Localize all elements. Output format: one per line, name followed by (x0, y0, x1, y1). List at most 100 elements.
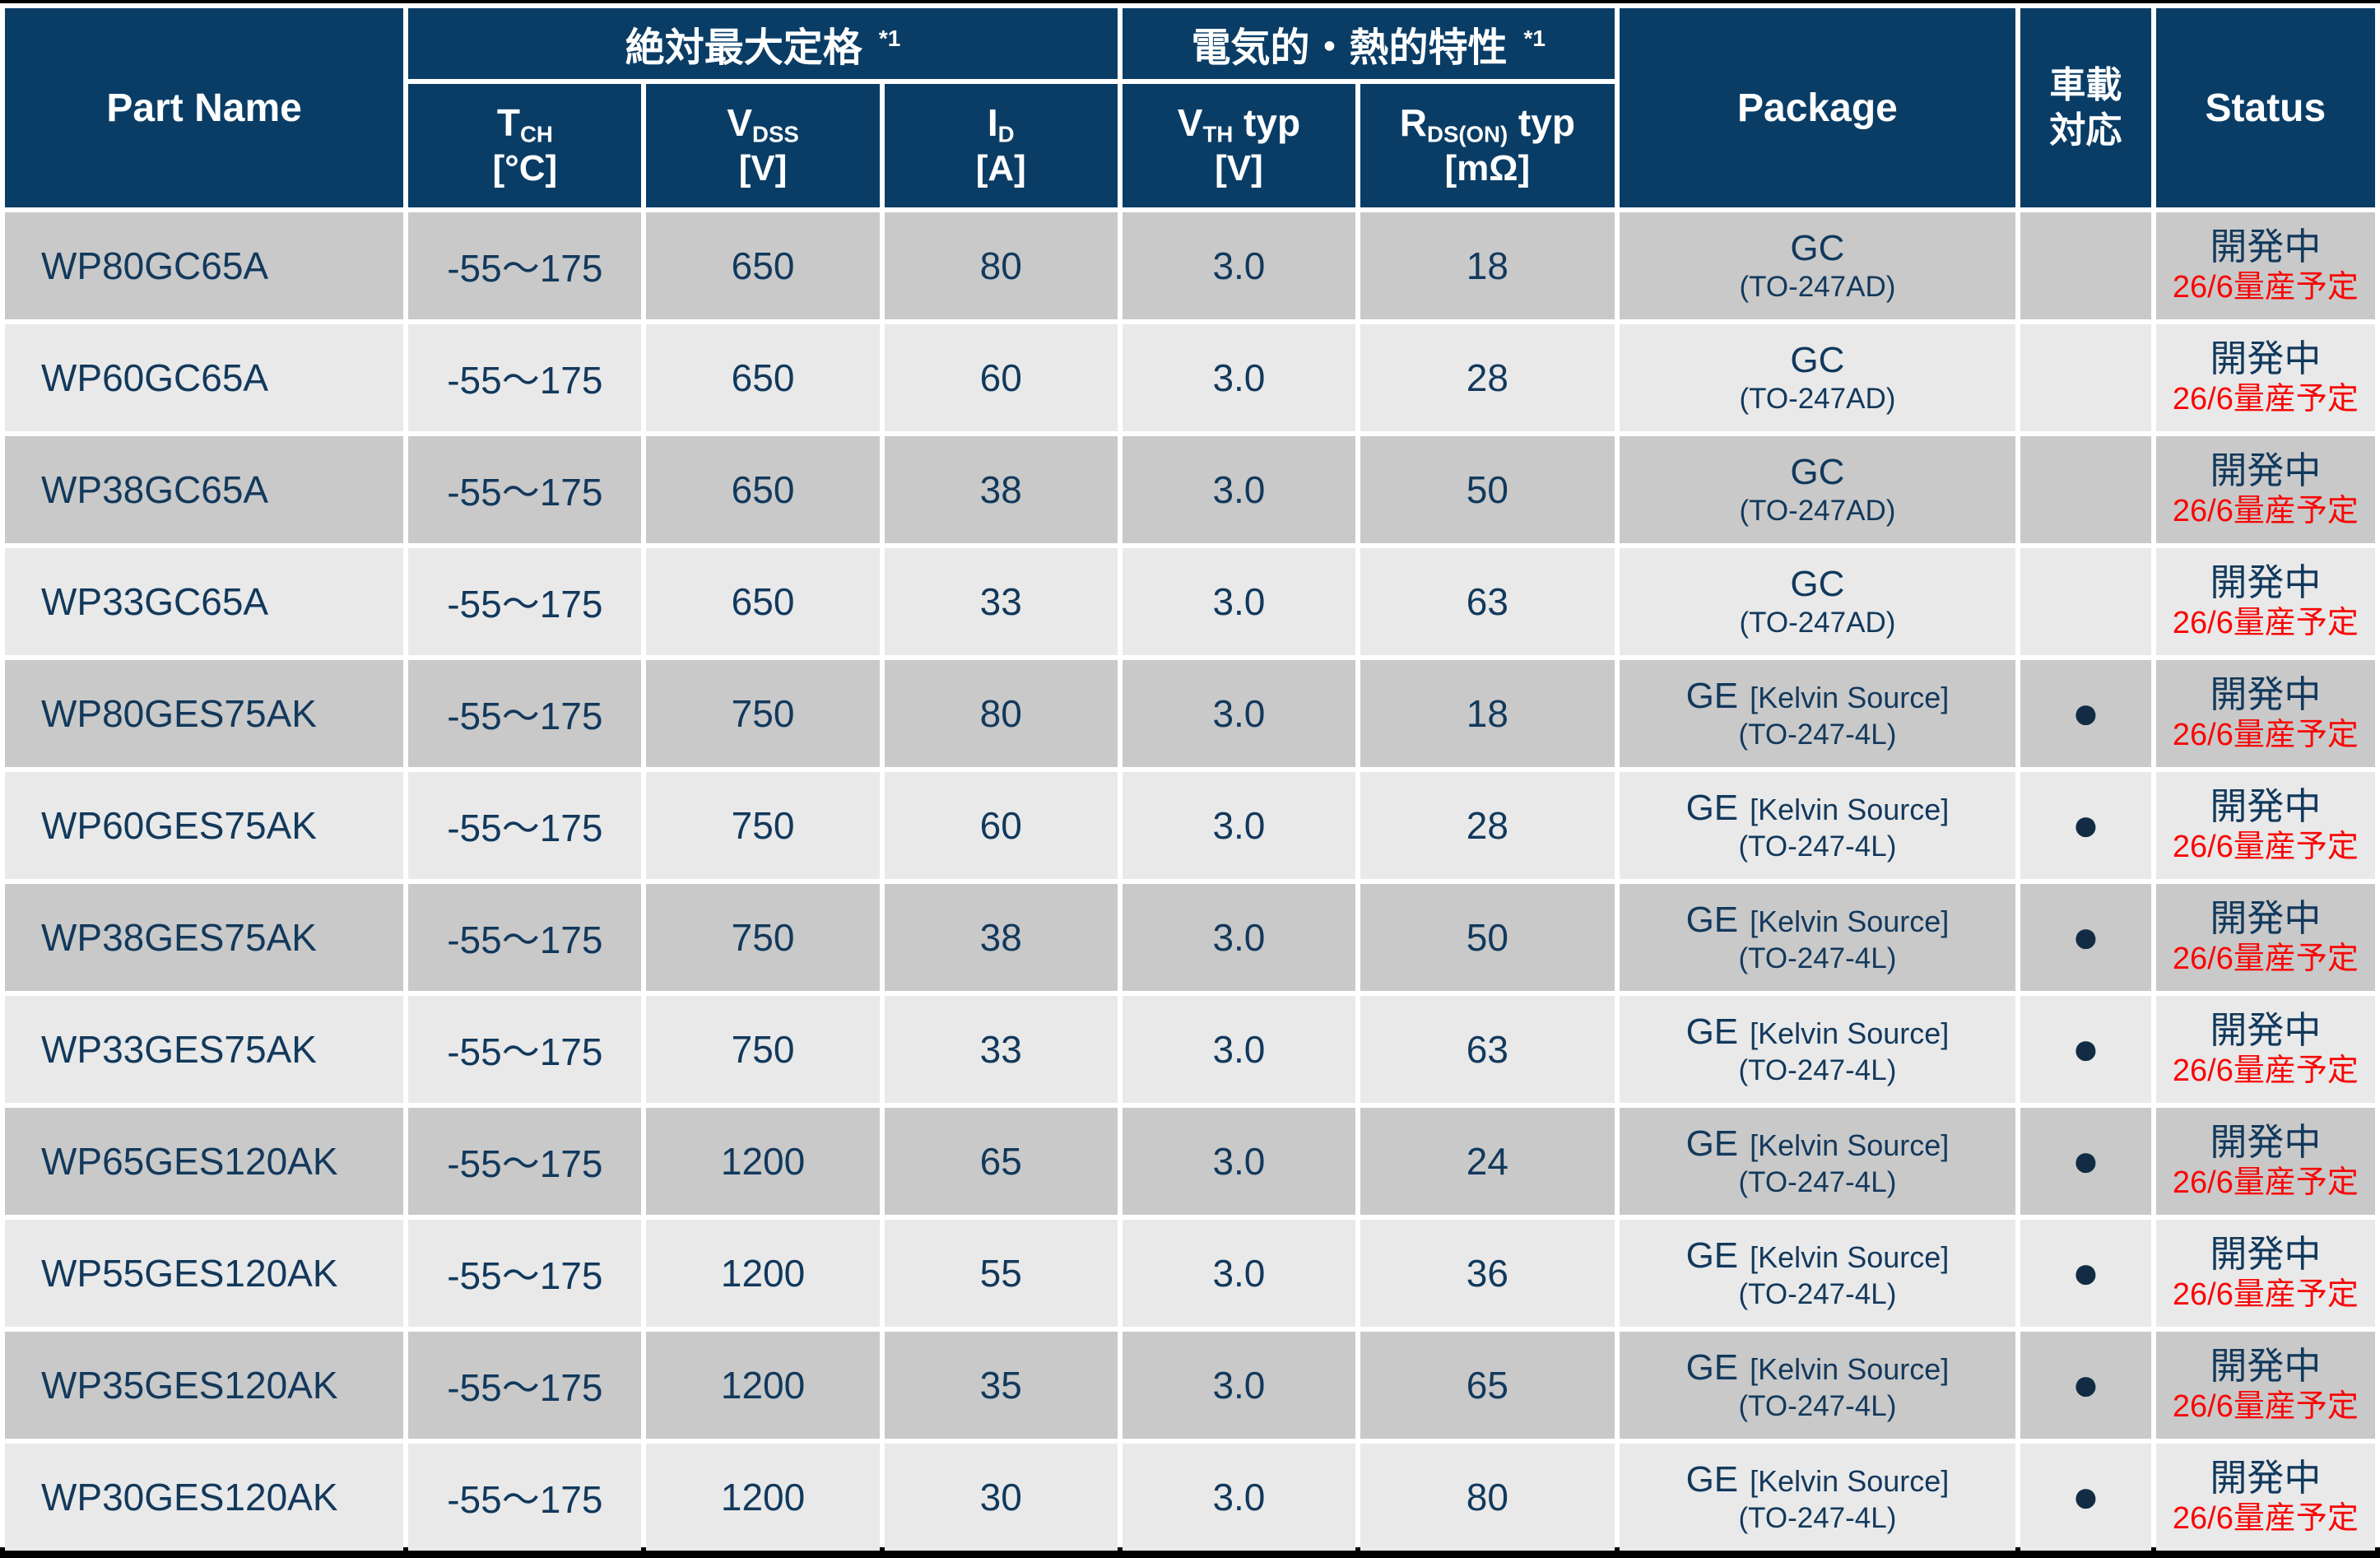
package-name: GC (1790, 451, 1845, 492)
rdson-cell: 18 (1360, 660, 1615, 767)
status-phase: 開発中 (2210, 1457, 2322, 1500)
vth-cell: 3.0 (1122, 212, 1356, 319)
rdson-cell: 65 (1360, 1332, 1615, 1439)
status-cell: 開発中 26/6量産予定 (2155, 548, 2375, 655)
rdson-cell: 36 (1360, 1220, 1615, 1327)
table-row: WP60GC65A -55〜175 650 60 3.0 28 GC (TO-2… (5, 324, 2375, 431)
automotive-cell (2020, 436, 2151, 543)
vth-cell: 3.0 (1122, 1220, 1356, 1327)
table-row: WP65GES120AK -55〜175 1200 65 3.0 24 GE [K… (5, 1108, 2375, 1215)
header-id: ID [A] (884, 84, 1118, 207)
package-outline: (TO-247-4L) (1738, 1278, 1897, 1311)
package-cell: GE [Kelvin Source] (TO-247-4L) (1619, 884, 2016, 991)
automotive-dot: ● (2071, 1470, 2100, 1522)
package-cell: GE [Kelvin Source] (TO-247-4L) (1619, 996, 2016, 1103)
rdson-cell: 24 (1360, 1108, 1615, 1215)
rdson-cell: 63 (1360, 548, 1615, 655)
group-label-electrical-thermal: 電気的・熱的特性 (1191, 26, 1508, 70)
unit: [°C] (492, 147, 558, 188)
symbol-subscript: DS(ON) (1427, 122, 1508, 148)
vdss-cell: 650 (646, 212, 880, 319)
tch-cell: -55〜175 (408, 996, 642, 1103)
package-name: GC (1790, 339, 1845, 380)
id-cell: 80 (884, 212, 1118, 319)
vth-cell: 3.0 (1122, 324, 1356, 431)
table-row: WP33GES75AK -55〜175 750 33 3.0 63 GE [Kel… (5, 996, 2375, 1103)
vth-cell: 3.0 (1122, 772, 1356, 879)
part-name-cell: WP38GES75AK (5, 884, 404, 991)
package-name: GC (1790, 227, 1845, 268)
automotive-dot: ● (2071, 1358, 2100, 1410)
id-cell: 35 (884, 1332, 1118, 1439)
status-cell: 開発中 26/6量産予定 (2155, 772, 2375, 879)
status-schedule: 26/6量産予定 (2172, 718, 2359, 753)
status-cell: 開発中 26/6量産予定 (2155, 1444, 2375, 1551)
package-outline: (TO-247AD) (1739, 607, 1896, 639)
part-name-cell: WP55GES120AK (5, 1220, 404, 1327)
symbol: V (727, 101, 753, 145)
package-outline: (TO-247AD) (1739, 495, 1896, 528)
part-name-cell: WP38GC65A (5, 436, 404, 543)
footnote-marker: *1 (878, 26, 901, 51)
rdson-cell: 28 (1360, 324, 1615, 431)
package-name: GE (1685, 1123, 1739, 1164)
part-name-cell: WP30GES120AK (5, 1444, 404, 1551)
vdss-cell: 750 (646, 884, 880, 991)
rdson-cell: 80 (1360, 1444, 1615, 1551)
symbol: T (496, 101, 520, 145)
status-cell: 開発中 26/6量産予定 (2155, 1220, 2375, 1327)
part-name-cell: WP80GES75AK (5, 660, 404, 767)
package-outline: (TO-247-4L) (1738, 942, 1897, 975)
status-schedule: 26/6量産予定 (2172, 1501, 2359, 1537)
package-variant: [Kelvin Source] (1750, 904, 1950, 938)
package-outline: (TO-247-4L) (1738, 830, 1897, 863)
package-cell: GE [Kelvin Source] (TO-247-4L) (1619, 1444, 2016, 1551)
unit: [V] (738, 147, 788, 188)
package-outline: (TO-247-4L) (1738, 1390, 1897, 1423)
status-cell: 開発中 26/6量産予定 (2155, 436, 2375, 543)
automotive-dot: ● (2071, 798, 2100, 850)
vdss-cell: 1200 (646, 1332, 880, 1439)
table-body: WP80GC65A -55〜175 650 80 3.0 18 GC (TO-2… (5, 212, 2375, 1551)
part-name-cell: WP65GES120AK (5, 1108, 404, 1215)
automotive-cell: ● (2020, 996, 2151, 1103)
vth-cell: 3.0 (1122, 660, 1356, 767)
vth-cell: 3.0 (1122, 884, 1356, 991)
status-phase: 開発中 (2210, 337, 2322, 380)
status-cell: 開発中 26/6量産予定 (2155, 1108, 2375, 1215)
package-variant: [Kelvin Source] (1750, 792, 1950, 826)
id-cell: 38 (884, 884, 1118, 991)
tch-cell: -55〜175 (408, 324, 642, 431)
vdss-cell: 750 (646, 772, 880, 879)
package-name: GE (1685, 1011, 1739, 1052)
automotive-cell: ● (2020, 1220, 2151, 1327)
package-outline: (TO-247-4L) (1738, 1502, 1897, 1535)
symbol-subscript: DSS (752, 122, 799, 148)
status-schedule: 26/6量産予定 (2172, 830, 2359, 865)
table-row: WP80GC65A -55〜175 650 80 3.0 18 GC (TO-2… (5, 212, 2375, 319)
vth-cell: 3.0 (1122, 436, 1356, 543)
package-name: GE (1685, 1458, 1739, 1500)
package-variant: [Kelvin Source] (1750, 1128, 1950, 1162)
table-row: WP55GES120AK -55〜175 1200 55 3.0 36 GE [K… (5, 1220, 2375, 1327)
rdson-cell: 63 (1360, 996, 1615, 1103)
status-phase: 開発中 (2210, 1233, 2322, 1276)
status-schedule: 26/6量産予定 (2172, 606, 2359, 641)
header-automotive: 車載 対応 (2020, 8, 2151, 207)
package-outline: (TO-247-4L) (1738, 719, 1897, 751)
rdson-cell: 28 (1360, 772, 1615, 879)
tch-cell: -55〜175 (408, 548, 642, 655)
symbol-subscript: D (997, 122, 1015, 148)
id-cell: 38 (884, 436, 1118, 543)
header-group-abs-max-ratings: 絶対最大定格 *1 (408, 8, 1118, 79)
status-cell: 開発中 26/6量産予定 (2155, 660, 2375, 767)
table-row: WP30GES120AK -55〜175 1200 30 3.0 80 GE [K… (5, 1444, 2375, 1551)
group-label-abs-max: 絶対最大定格 (625, 26, 862, 70)
symbol-subscript: TH (1202, 122, 1234, 148)
package-outline: (TO-247AD) (1739, 271, 1896, 304)
vdss-cell: 650 (646, 324, 880, 431)
package-name: GE (1685, 787, 1739, 828)
vdss-cell: 1200 (646, 1444, 880, 1551)
unit: [mΩ] (1444, 147, 1531, 188)
id-cell: 65 (884, 1108, 1118, 1215)
